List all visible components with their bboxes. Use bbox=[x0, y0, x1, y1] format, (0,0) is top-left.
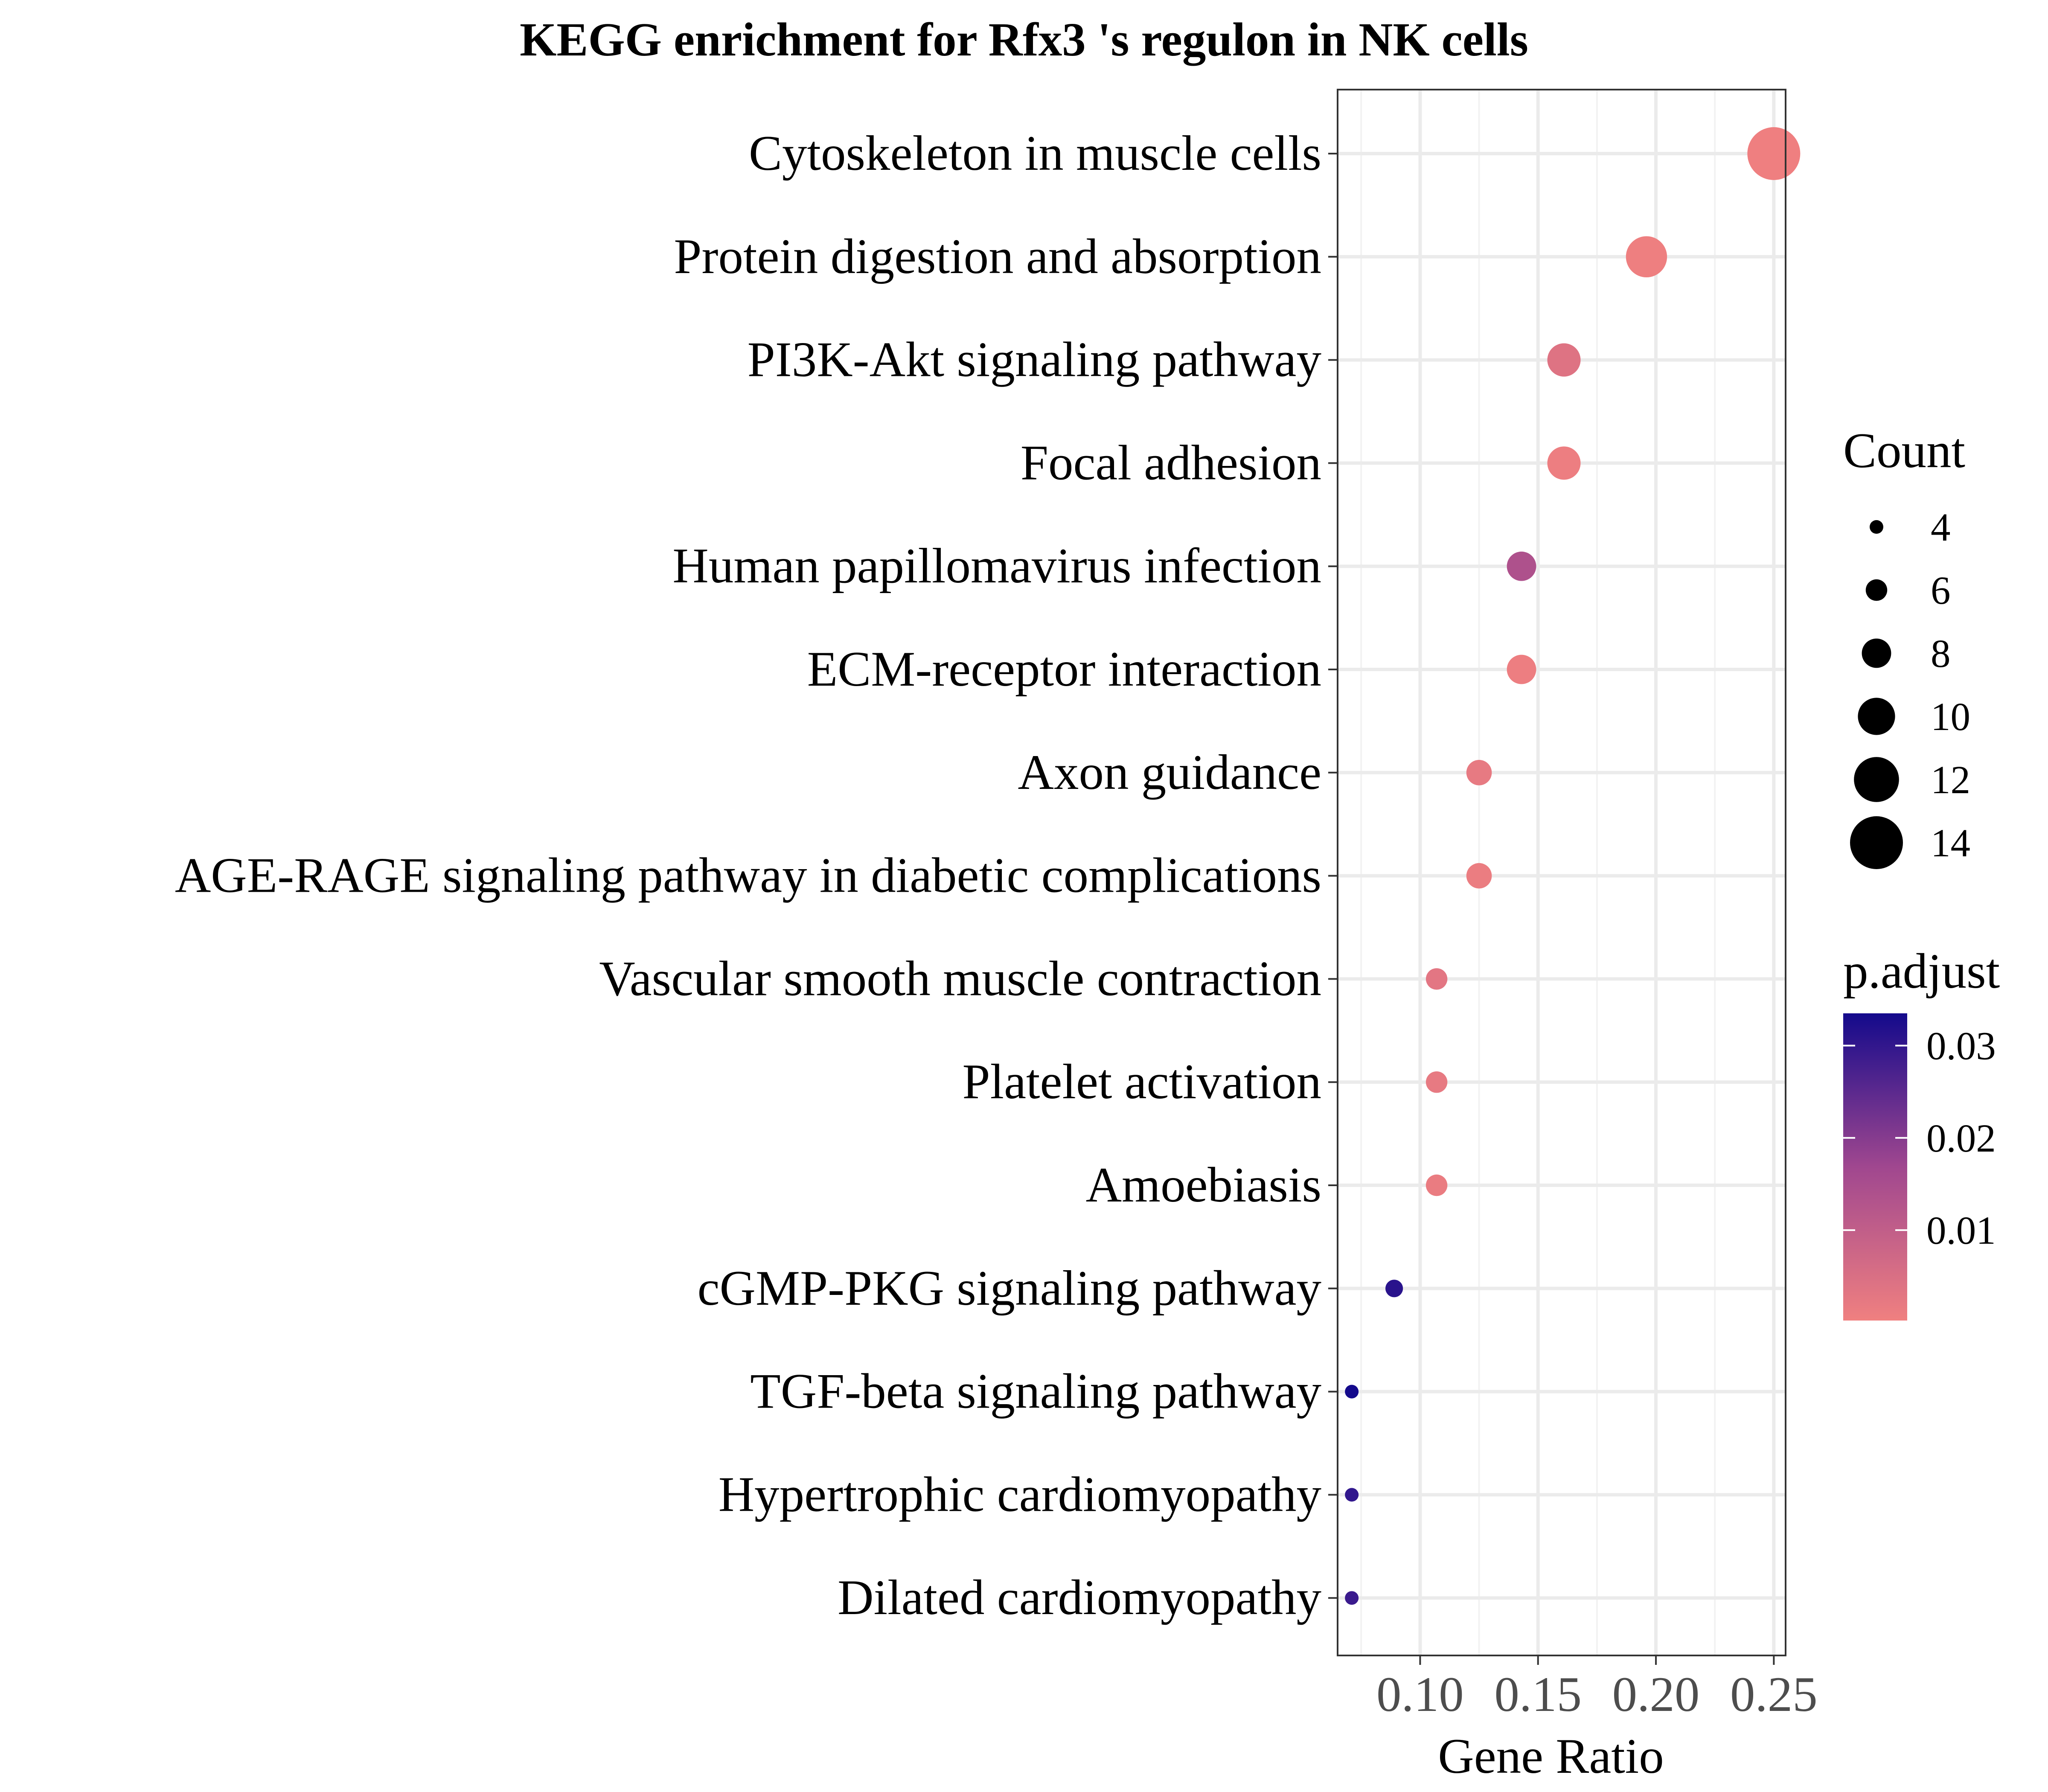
count-legend-label: 14 bbox=[1931, 821, 1970, 865]
y-tick-label: Protein digestion and absorption bbox=[674, 229, 1321, 284]
count-legend-key bbox=[1850, 816, 1903, 869]
y-tick-label: AGE-RAGE signaling pathway in diabetic c… bbox=[175, 848, 1321, 903]
p-adjust-color-legend: p.adjust 0.01 0.02 0.03 bbox=[1843, 944, 2000, 1321]
x-axis-title: Gene Ratio bbox=[1438, 1729, 1664, 1784]
data-point bbox=[1345, 1385, 1359, 1399]
y-tick-label: Focal adhesion bbox=[1021, 435, 1321, 490]
p-adjust-colorbar bbox=[1843, 1013, 1907, 1321]
y-tick-label: Human papillomavirus infection bbox=[672, 538, 1321, 593]
x-axis: 0.10 0.15 0.20 0.25 bbox=[1376, 1655, 1818, 1722]
data-point bbox=[1425, 1071, 1448, 1093]
data-point bbox=[1507, 551, 1536, 581]
count-legend-title: Count bbox=[1843, 423, 1965, 478]
count-legend-label: 10 bbox=[1931, 695, 1970, 739]
p-adjust-legend-title: p.adjust bbox=[1843, 944, 2000, 999]
colorbar-tick-label: 0.02 bbox=[1926, 1117, 1996, 1161]
y-tick-label: Hypertrophic cardiomyopathy bbox=[719, 1467, 1322, 1522]
chart-title: KEGG enrichment for Rfx3 's regulon in N… bbox=[520, 14, 1528, 66]
count-legend-key bbox=[1858, 698, 1895, 735]
y-tick-label: Vascular smooth muscle contraction bbox=[599, 951, 1321, 1006]
data-point bbox=[1425, 1174, 1448, 1196]
x-tick-label: 0.15 bbox=[1494, 1667, 1582, 1722]
plot-panel bbox=[1337, 89, 1801, 1656]
count-legend-label: 8 bbox=[1931, 632, 1951, 676]
count-size-legend: Count 4 6 8 10 12 14 bbox=[1843, 423, 1970, 869]
x-tick-label: 0.20 bbox=[1612, 1667, 1700, 1722]
count-legend-label: 4 bbox=[1931, 506, 1951, 550]
count-legend-key bbox=[1865, 579, 1888, 601]
y-tick-label: cGMP-PKG signaling pathway bbox=[698, 1261, 1322, 1316]
count-legend-key bbox=[1870, 520, 1883, 534]
data-point bbox=[1345, 1591, 1359, 1605]
count-legend-key bbox=[1862, 638, 1891, 668]
data-point bbox=[1547, 343, 1581, 377]
data-point bbox=[1425, 968, 1448, 990]
data-point bbox=[1466, 760, 1492, 785]
data-point bbox=[1747, 127, 1801, 180]
y-tick-label: Amoebiasis bbox=[1086, 1158, 1321, 1213]
y-tick-label: Cytoskeleton in muscle cells bbox=[749, 126, 1321, 181]
data-point bbox=[1507, 655, 1536, 684]
colorbar-tick-label: 0.01 bbox=[1926, 1209, 1996, 1253]
y-tick-label: Axon guidance bbox=[1018, 745, 1321, 800]
y-tick-label: ECM-receptor interaction bbox=[807, 642, 1321, 697]
y-tick-label: PI3K-Akt signaling pathway bbox=[748, 332, 1322, 387]
count-legend-key bbox=[1854, 757, 1899, 802]
panel-border bbox=[1337, 89, 1786, 1656]
data-point bbox=[1385, 1280, 1403, 1297]
x-tick-label: 0.25 bbox=[1730, 1667, 1818, 1722]
y-tick-label: Platelet activation bbox=[963, 1054, 1321, 1109]
data-point bbox=[1547, 446, 1581, 480]
count-legend-label: 6 bbox=[1931, 569, 1951, 613]
y-axis-labels: Cytoskeleton in muscle cells Protein dige… bbox=[175, 126, 1338, 1625]
x-tick-label: 0.10 bbox=[1376, 1667, 1464, 1722]
y-tick-label: Dilated cardiomyopathy bbox=[838, 1570, 1321, 1625]
colorbar-tick-label: 0.03 bbox=[1926, 1024, 1996, 1068]
y-tick-label: TGF-beta signaling pathway bbox=[750, 1364, 1321, 1419]
data-point bbox=[1345, 1488, 1359, 1502]
data-point bbox=[1466, 863, 1492, 889]
count-legend-label: 12 bbox=[1931, 758, 1970, 802]
data-point bbox=[1626, 236, 1667, 277]
panel-background bbox=[1338, 90, 1786, 1655]
